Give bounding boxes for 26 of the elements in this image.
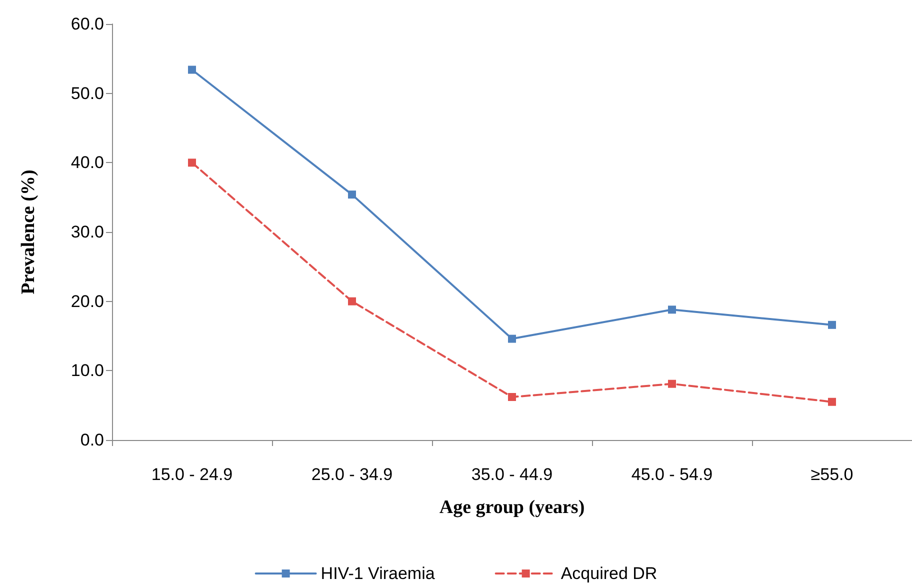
x-tick-label: 35.0 - 44.9 <box>471 465 553 484</box>
y-tick-label: 0.0 <box>80 430 104 450</box>
x-tick-label: 45.0 - 54.9 <box>631 465 713 484</box>
legend-label: Acquired DR <box>560 564 658 583</box>
legend-label: HIV-1 Viraemia <box>320 564 436 583</box>
y-tick-label: 50.0 <box>70 84 104 103</box>
point <box>508 393 516 402</box>
point <box>348 190 356 199</box>
point <box>188 158 196 167</box>
x-tick-label: ≥55.0 <box>810 465 854 484</box>
point <box>508 334 516 343</box>
y-tick-label: 40.0 <box>70 153 104 172</box>
y-tick-label: 20.0 <box>70 292 104 311</box>
y-axis-title: Prevalence (%) <box>18 170 39 294</box>
point <box>828 398 836 406</box>
point <box>188 66 196 74</box>
point <box>668 380 676 388</box>
point <box>348 297 356 306</box>
y-tick-label: 30.0 <box>70 222 104 242</box>
x-axis-title: Age group (years) <box>439 497 585 518</box>
y-tick-label: 10.0 <box>70 361 104 380</box>
x-tick-label: 15.0 - 24.9 <box>151 465 233 484</box>
point <box>668 306 676 314</box>
y-tick-label: 60.0 <box>70 14 104 34</box>
point <box>828 320 836 329</box>
x-tick-label: 25.0 - 34.9 <box>311 465 393 484</box>
